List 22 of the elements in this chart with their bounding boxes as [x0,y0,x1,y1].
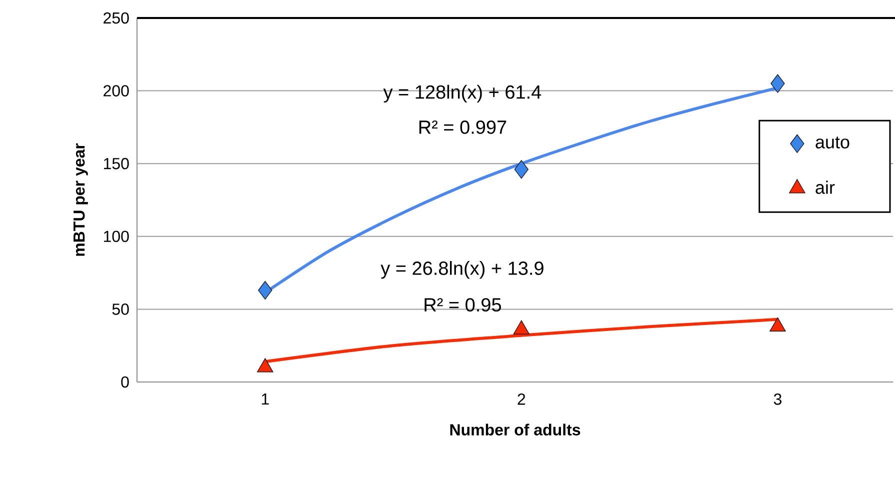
y-tick-label: 0 [121,376,129,388]
point [257,358,274,372]
annotation: R² = 0.997 [419,120,506,134]
annotation: y = 26.8ln(x) + 13.9 [380,261,544,279]
point [514,160,528,179]
annotation: R² = 0.95 [424,298,501,312]
legend-label: air [816,180,835,194]
annotation: y = 128ln(x) + 61.4 [383,84,542,103]
point [770,317,786,332]
x-tick-label: 1 [262,394,269,405]
y-tick-label: 100 [104,230,129,242]
y-tick-label: 50 [112,304,129,315]
point [513,320,530,334]
x-axis-title: Number of adults [450,424,580,436]
x-tick-label: 2 [518,394,526,405]
y-tick-label: 200 [104,85,129,96]
point [770,74,785,93]
legend-label: auto [816,136,850,148]
y-axis-title: mBTU per year [74,143,88,256]
x-tick-label: 3 [774,394,782,405]
y-tick-label: 150 [104,158,129,170]
y-tick-label: 250 [104,12,129,24]
